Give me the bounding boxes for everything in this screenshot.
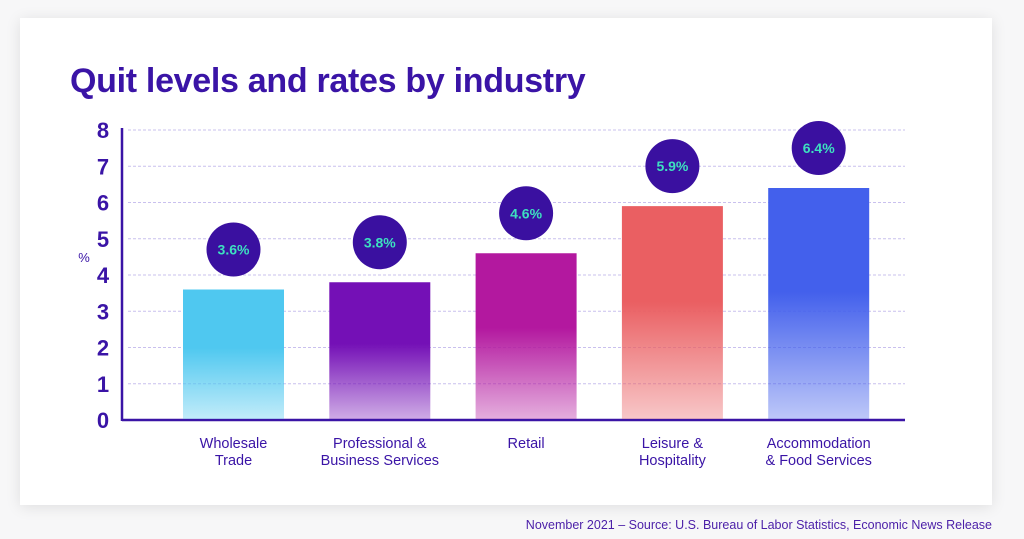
- x-tick-label: Trade: [215, 453, 252, 469]
- y-tick-label: 0: [97, 408, 109, 433]
- data-label-bubble: [499, 186, 554, 241]
- bar: [329, 282, 431, 419]
- x-tick-label: Retail: [508, 436, 545, 452]
- x-tick-label: Business Services: [321, 453, 439, 469]
- chart-title: Quit levels and rates by industry: [70, 62, 586, 100]
- bar: [621, 206, 723, 419]
- y-axis-label: %: [78, 250, 90, 265]
- x-tick-label: Leisure &: [642, 436, 704, 452]
- y-tick-label: 7: [97, 154, 109, 179]
- y-tick-label: 2: [97, 336, 109, 361]
- bar: [768, 188, 870, 419]
- y-tick-label: 5: [97, 227, 109, 252]
- y-tick-label: 4: [97, 263, 110, 288]
- x-tick-label: Hospitality: [639, 453, 707, 469]
- y-tick-label: 3: [97, 299, 109, 324]
- data-label: 3.6%: [218, 242, 250, 258]
- x-tick-label: & Food Services: [766, 453, 872, 469]
- x-tick-label: Professional &: [333, 436, 427, 452]
- y-tick-label: 1: [97, 372, 109, 397]
- source-note: November 2021 – Source: U.S. Bureau of L…: [525, 518, 992, 532]
- x-tick-label: Wholesale: [200, 436, 268, 452]
- x-tick-label: Accommodation: [767, 436, 871, 452]
- y-tick-label: 8: [97, 118, 109, 143]
- data-label: 4.6%: [510, 205, 542, 221]
- data-label-bubble: [352, 215, 407, 270]
- data-label-bubble: [645, 139, 700, 194]
- data-label: 5.9%: [656, 158, 688, 174]
- bar: [183, 289, 284, 419]
- y-tick-label: 6: [97, 191, 109, 216]
- data-label: 3.8%: [364, 234, 396, 250]
- data-label: 6.4%: [803, 140, 835, 156]
- data-label-bubble: [791, 121, 846, 175]
- bar: [475, 253, 577, 419]
- data-label-bubble: [206, 222, 261, 277]
